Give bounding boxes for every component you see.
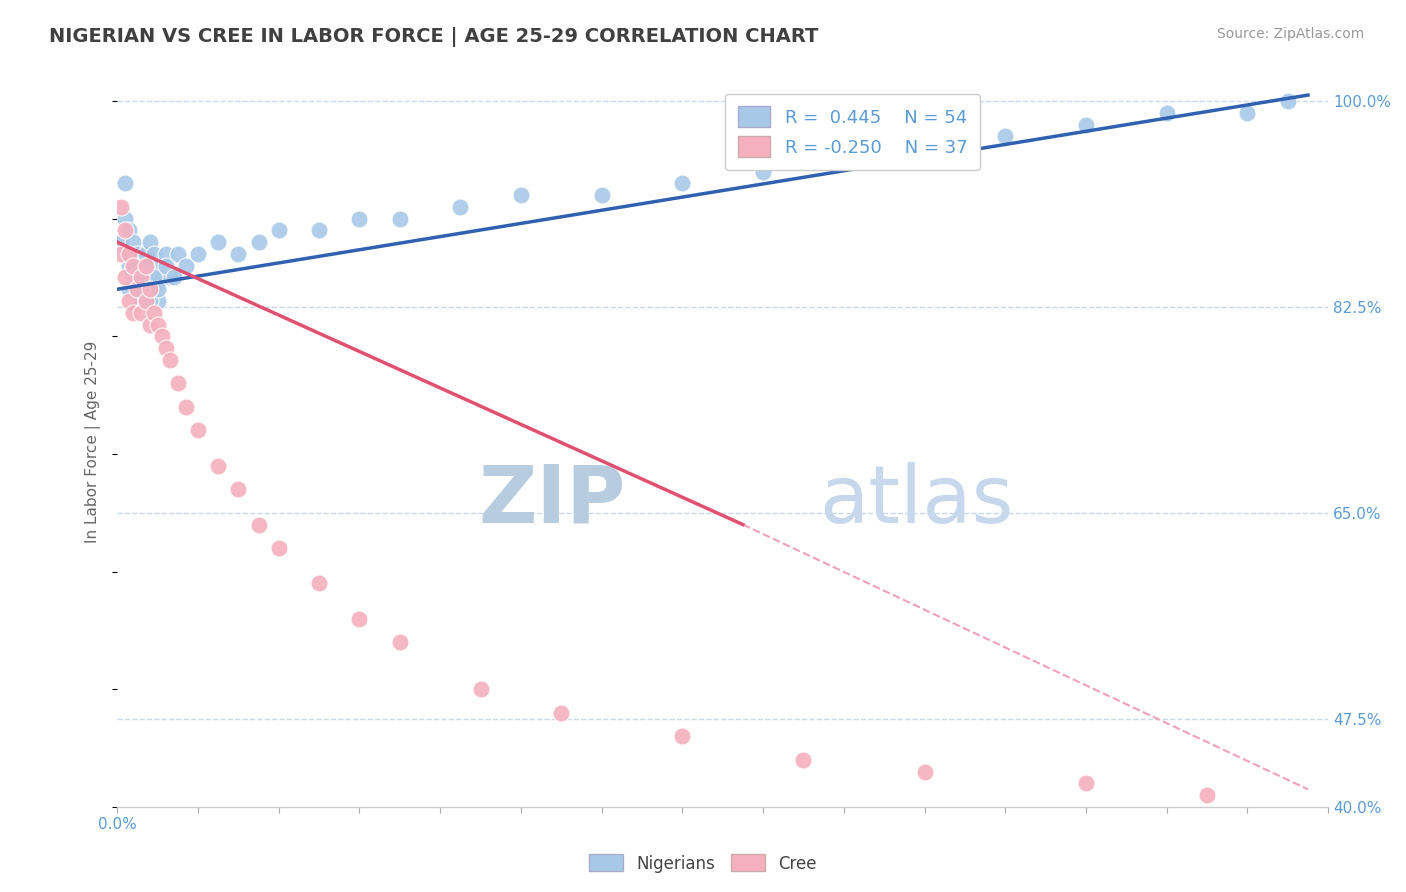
Point	[150, 329, 173, 343]
Point	[591, 188, 613, 202]
Point	[131, 306, 153, 320]
Point	[138, 270, 160, 285]
Point	[914, 764, 936, 779]
Point	[349, 211, 371, 226]
Point	[166, 247, 188, 261]
Point	[146, 293, 169, 308]
Point	[138, 318, 160, 332]
Point	[146, 259, 169, 273]
Point	[150, 270, 173, 285]
Point	[832, 153, 855, 167]
Point	[155, 259, 177, 273]
Text: atlas: atlas	[820, 461, 1014, 540]
Text: Source: ZipAtlas.com: Source: ZipAtlas.com	[1216, 27, 1364, 41]
Point	[470, 682, 492, 697]
Point	[1074, 776, 1097, 790]
Point	[122, 235, 145, 249]
Point	[135, 247, 157, 261]
Point	[1236, 105, 1258, 120]
Point	[914, 141, 936, 155]
Point	[308, 223, 330, 237]
Point	[267, 223, 290, 237]
Point	[122, 259, 145, 273]
Point	[146, 318, 169, 332]
Point	[207, 458, 229, 473]
Point	[1277, 94, 1299, 108]
Point	[163, 270, 186, 285]
Point	[127, 270, 149, 285]
Point	[207, 235, 229, 249]
Point	[131, 270, 153, 285]
Point	[752, 164, 775, 178]
Point	[138, 235, 160, 249]
Legend: Nigerians, Cree: Nigerians, Cree	[582, 847, 824, 880]
Point	[550, 706, 572, 720]
Point	[138, 282, 160, 296]
Point	[131, 259, 153, 273]
Point	[110, 200, 132, 214]
Text: NIGERIAN VS CREE IN LABOR FORCE | AGE 25-29 CORRELATION CHART: NIGERIAN VS CREE IN LABOR FORCE | AGE 25…	[49, 27, 818, 46]
Point	[122, 270, 145, 285]
Point	[122, 259, 145, 273]
Point	[671, 177, 693, 191]
Point	[142, 282, 165, 296]
Point	[131, 282, 153, 296]
Point	[127, 247, 149, 261]
Point	[349, 612, 371, 626]
Point	[118, 259, 141, 273]
Point	[509, 188, 531, 202]
Point	[187, 247, 209, 261]
Point	[155, 341, 177, 355]
Point	[792, 753, 814, 767]
Point	[114, 223, 136, 237]
Point	[228, 247, 250, 261]
Point	[388, 635, 411, 649]
Point	[166, 376, 188, 391]
Y-axis label: In Labor Force | Age 25-29: In Labor Force | Age 25-29	[86, 341, 101, 543]
Point	[449, 200, 471, 214]
Point	[110, 235, 132, 249]
Point	[122, 306, 145, 320]
Point	[135, 282, 157, 296]
Point	[159, 270, 181, 285]
Point	[267, 541, 290, 555]
Point	[247, 235, 270, 249]
Point	[110, 247, 132, 261]
Point	[118, 282, 141, 296]
Point	[1156, 105, 1178, 120]
Point	[155, 247, 177, 261]
Point	[994, 129, 1017, 144]
Point	[146, 282, 169, 296]
Text: ZIP: ZIP	[478, 461, 626, 540]
Point	[135, 259, 157, 273]
Point	[135, 259, 157, 273]
Point	[114, 270, 136, 285]
Point	[174, 259, 197, 273]
Point	[114, 211, 136, 226]
Point	[142, 306, 165, 320]
Point	[127, 282, 149, 296]
Point	[1074, 118, 1097, 132]
Point	[308, 576, 330, 591]
Point	[228, 483, 250, 497]
Point	[138, 293, 160, 308]
Point	[131, 293, 153, 308]
Point	[118, 223, 141, 237]
Point	[118, 293, 141, 308]
Point	[135, 293, 157, 308]
Point	[118, 247, 141, 261]
Point	[127, 282, 149, 296]
Point	[388, 211, 411, 226]
Point	[1197, 788, 1219, 802]
Point	[142, 270, 165, 285]
Point	[114, 177, 136, 191]
Point	[671, 730, 693, 744]
Point	[187, 424, 209, 438]
Point	[174, 400, 197, 414]
Point	[159, 352, 181, 367]
Point	[142, 247, 165, 261]
Point	[247, 517, 270, 532]
Legend: R =  0.445    N = 54, R = -0.250    N = 37: R = 0.445 N = 54, R = -0.250 N = 37	[725, 94, 980, 169]
